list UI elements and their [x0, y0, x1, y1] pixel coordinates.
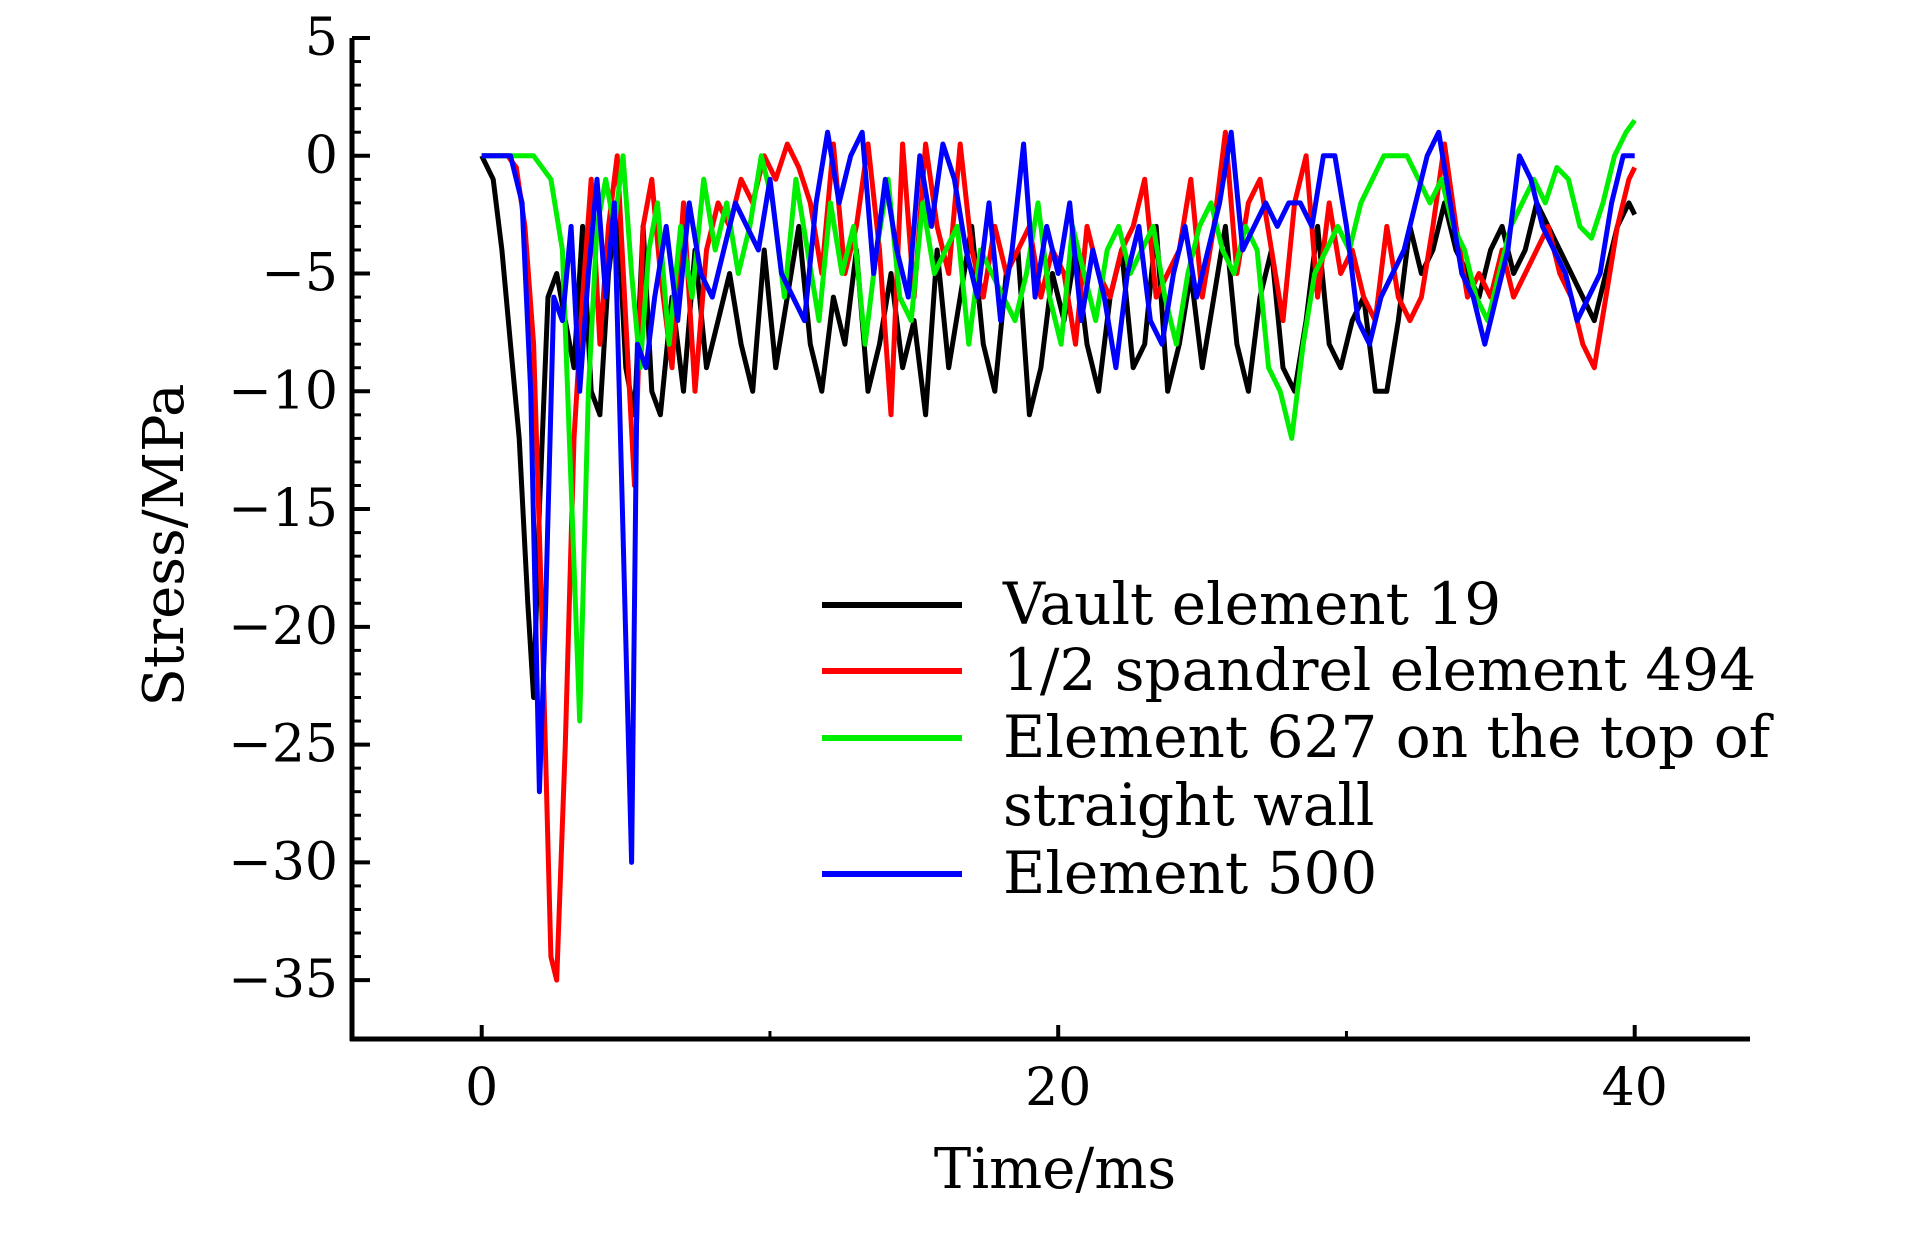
y-tick-label: −20 — [228, 597, 338, 657]
y-tick-label: −15 — [228, 479, 338, 539]
axes-layer — [349, 38, 1750, 1042]
y-tick-label: −5 — [261, 244, 338, 304]
y-tick-label: 0 — [305, 126, 338, 186]
x-tick-label: 0 — [465, 1058, 498, 1118]
x-axis-label: Time/ms — [934, 1137, 1176, 1202]
legend-label-1: Vault element 19 — [1002, 570, 1501, 638]
series-line-3 — [481, 118, 1637, 724]
ticks-layer: 5 0 −5 −10 −15 −20 −25 −30 −35 0 20 40 — [228, 8, 1668, 1118]
y-axis-label: Stress/MPa — [132, 383, 197, 706]
x-tick-label: 40 — [1602, 1058, 1668, 1118]
y-tick-label: −35 — [228, 950, 338, 1010]
series-line-4 — [481, 129, 1635, 865]
legend-label-2: 1/2 spandrel element 494 — [1003, 636, 1756, 704]
legend-label-4: Element 500 — [1003, 839, 1377, 907]
x-tick-label: 20 — [1025, 1058, 1091, 1118]
legend-label-3: Element 627 on the top of straight wall — [1003, 703, 1774, 839]
series-layer — [479, 118, 1637, 983]
legend: Vault element 191/2 spandrel element 494… — [822, 570, 1774, 907]
y-tick-label: −10 — [228, 361, 338, 421]
y-tick-label: −30 — [228, 832, 338, 892]
y-tick-label: −25 — [228, 715, 338, 775]
y-tick-label: 5 — [305, 8, 338, 68]
